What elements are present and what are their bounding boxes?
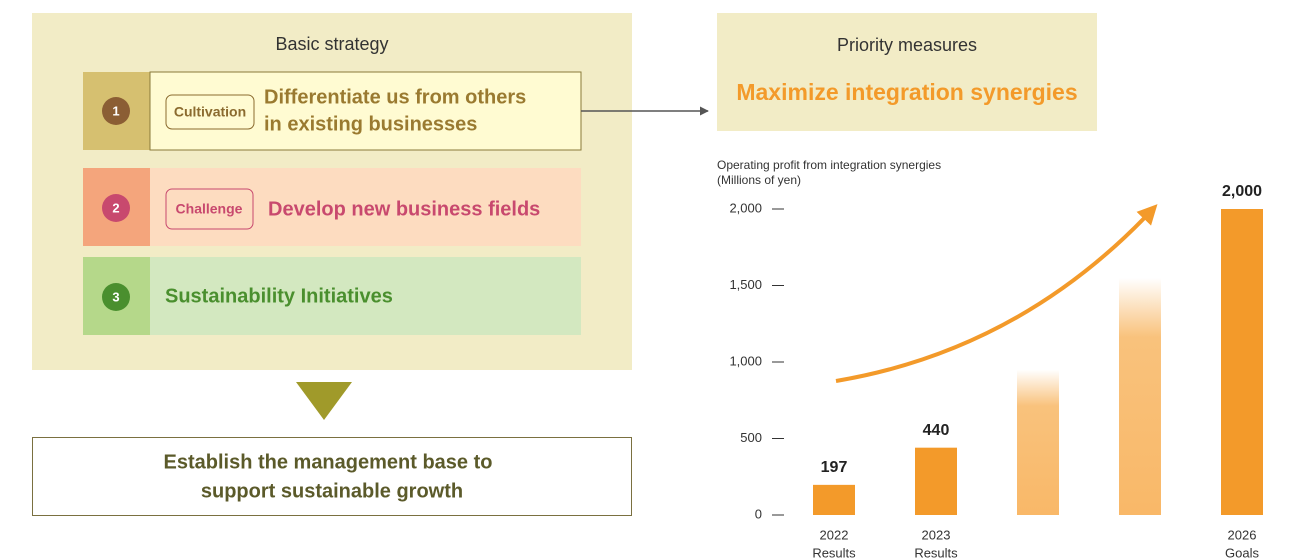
- tag-text: Challenge: [176, 201, 243, 217]
- chart: 0 500 1,000 1,500 2,000 2022 Results 197 2023 Res…: [729, 183, 1263, 559]
- y-tick-label: 500: [740, 430, 762, 445]
- tag: [165, 94, 255, 130]
- row-box: [150, 257, 581, 335]
- priority-title: Priority measures: [837, 35, 977, 55]
- chart-title: Operating profit from integration synerg…: [717, 158, 941, 172]
- tag-text: Cultivation: [174, 104, 246, 120]
- down-arrow: [296, 382, 352, 420]
- bar: [813, 484, 855, 515]
- value-label: 440: [923, 422, 950, 439]
- priority-headline: Maximize integration synergies: [736, 79, 1077, 105]
- bar: [1119, 277, 1161, 515]
- result-box: [32, 437, 632, 516]
- result-text: Establish the management base to: [164, 451, 493, 473]
- y-tick-label: 0: [755, 506, 762, 521]
- x-tick-sublabel: Results: [914, 545, 958, 559]
- x-tick-label: 2026: [1228, 527, 1257, 542]
- value-label: 197: [821, 459, 848, 476]
- number: 3: [112, 289, 119, 304]
- chart-title: (Millions of yen): [717, 173, 801, 187]
- x-tick-sublabel: Goals: [1225, 545, 1259, 559]
- y-tick-label: 1,000: [729, 353, 762, 368]
- x-tick-sublabel: Results: [812, 545, 856, 559]
- growth-arrow: [835, 204, 1158, 383]
- row-box: [150, 168, 581, 246]
- priority-panel: [717, 13, 1097, 131]
- row-text: Sustainability Initiatives: [165, 285, 393, 307]
- result-text: support sustainable growth: [201, 480, 463, 502]
- bar: [1017, 369, 1059, 515]
- number-circle: [102, 194, 130, 222]
- row-box: [149, 71, 582, 151]
- row-text: Differentiate us from others: [264, 86, 526, 108]
- number: 1: [112, 103, 119, 118]
- row-text: in existing businesses: [264, 113, 477, 135]
- x-tick-label: 2022: [820, 527, 849, 542]
- bar: [915, 447, 957, 515]
- number: 2: [112, 200, 119, 215]
- bar: [1221, 209, 1263, 515]
- y-tick-label: 1,500: [729, 277, 762, 292]
- y-tick-label: 2,000: [729, 200, 762, 215]
- value-label: 2,000: [1222, 183, 1262, 200]
- row-text: Develop new business fields: [268, 198, 540, 220]
- tag: [165, 188, 254, 230]
- x-tick-label: 2023: [922, 527, 951, 542]
- number-circle: [102, 97, 130, 125]
- number-circle: [102, 283, 130, 311]
- strategy-title: Basic strategy: [275, 34, 388, 54]
